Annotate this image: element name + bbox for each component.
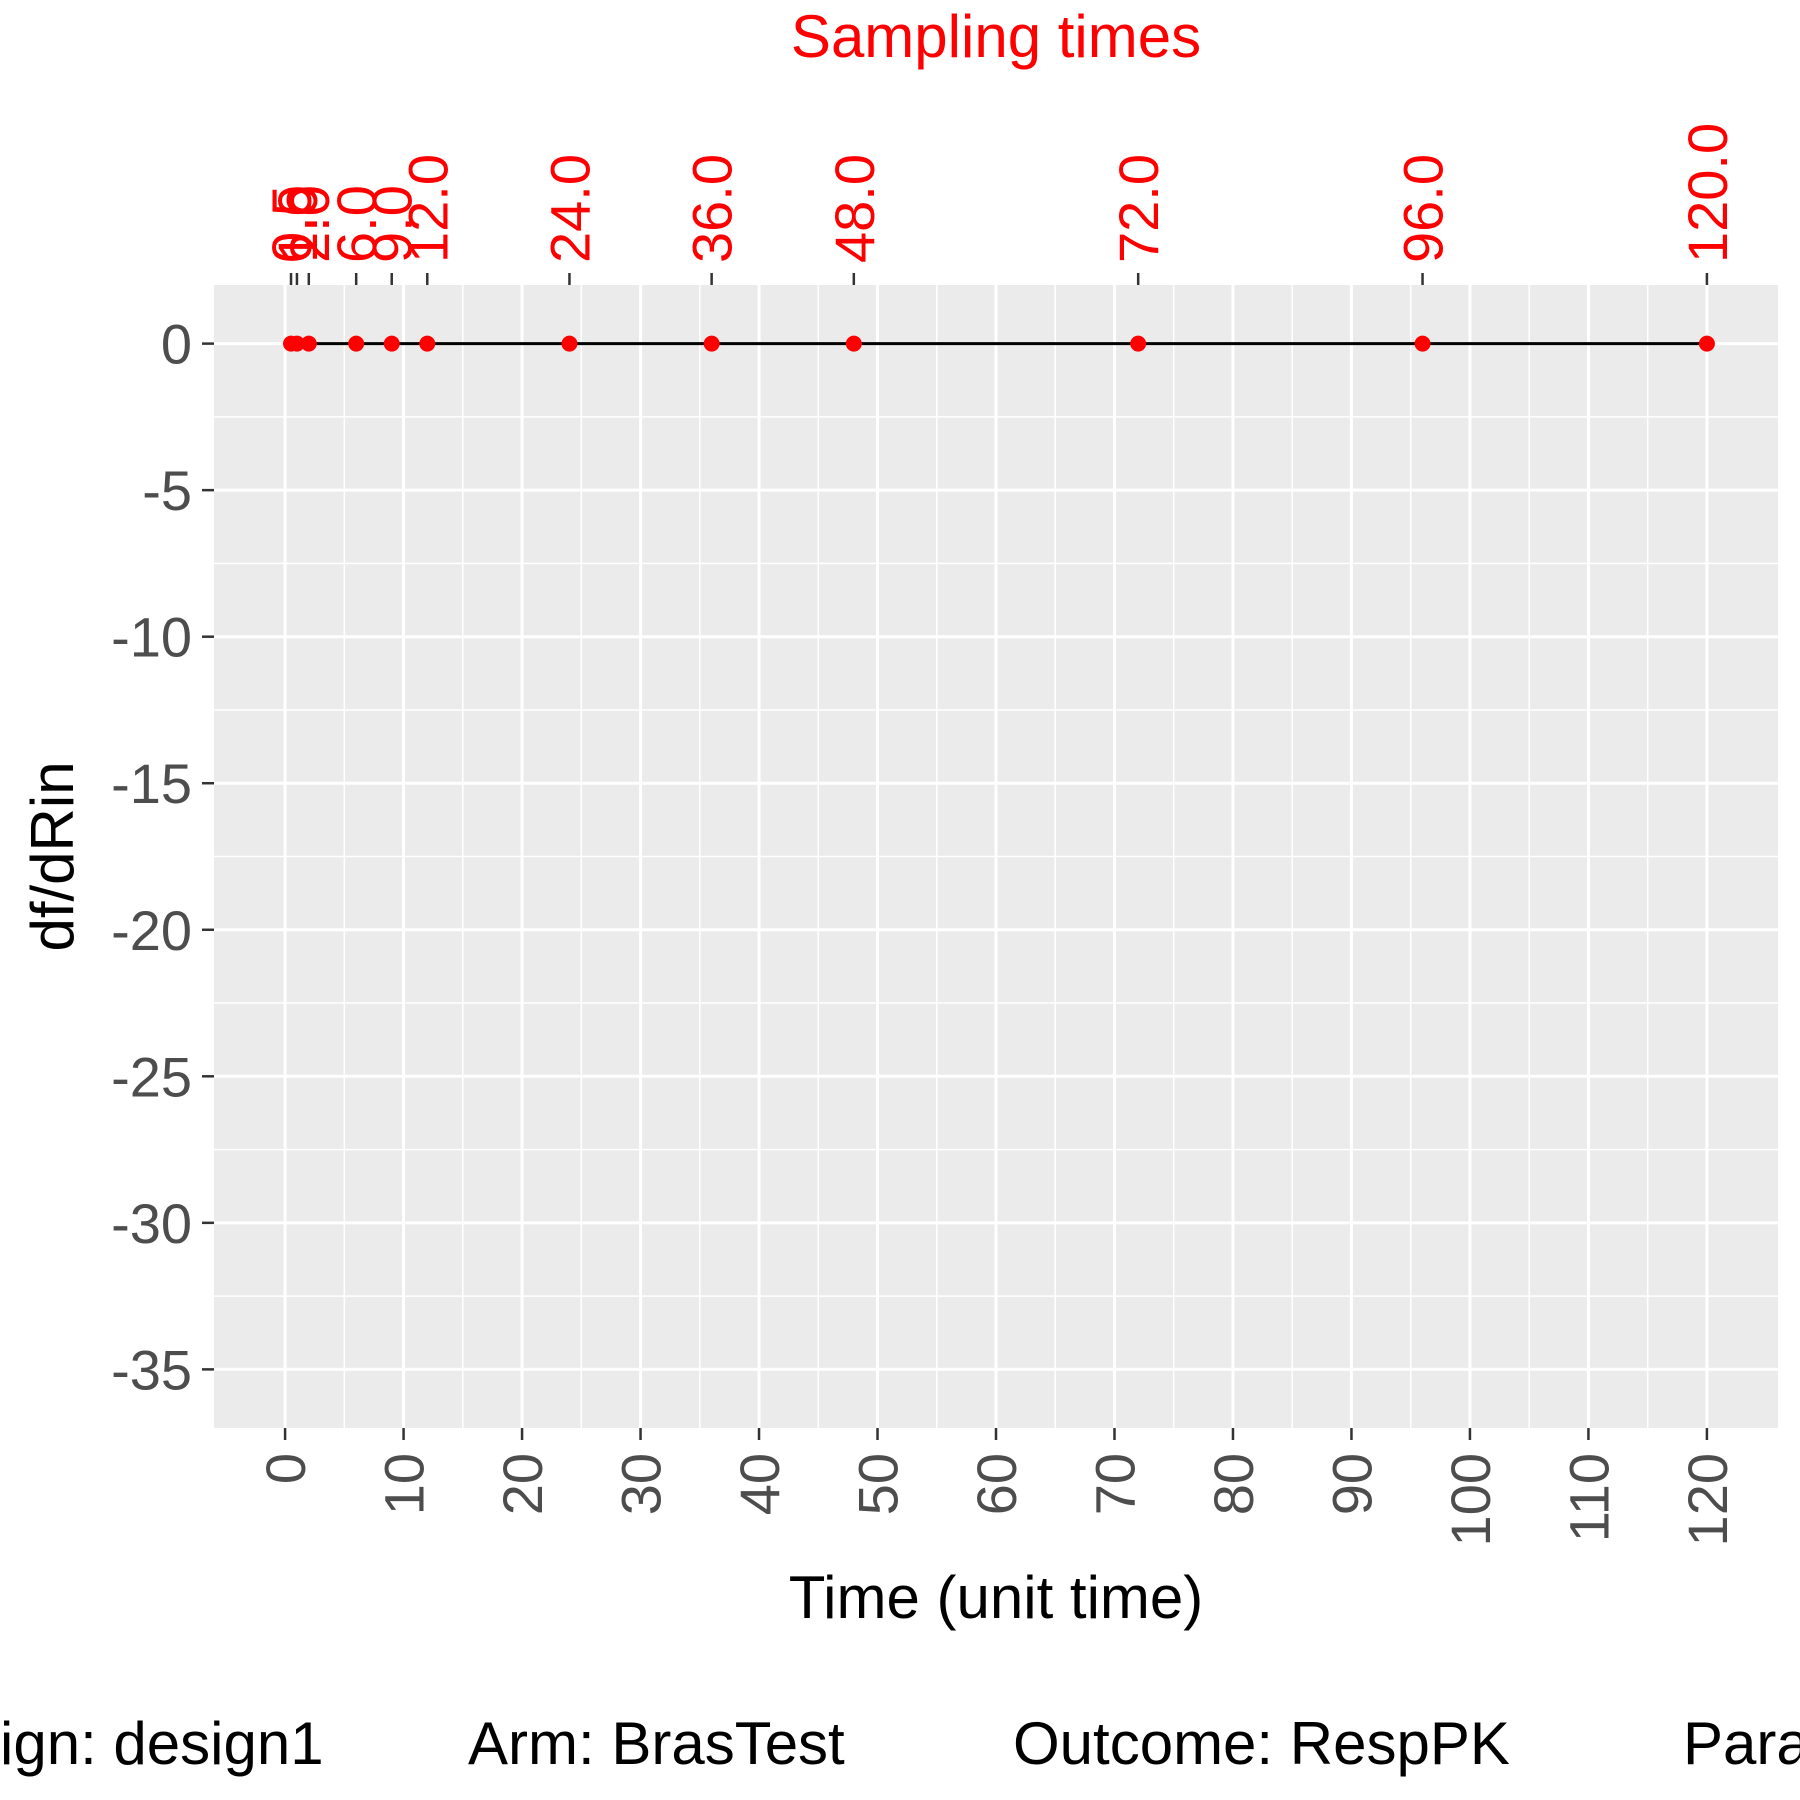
x-tick-label: 70: [1083, 1453, 1146, 1515]
sampling-point: [288, 335, 305, 352]
sampling-time-label: 48.0: [823, 154, 886, 263]
caption-item: Para: [1683, 1710, 1800, 1777]
y-tick-label: -25: [111, 1045, 192, 1108]
sampling-point: [383, 335, 400, 352]
x-tick-label: 110: [1557, 1453, 1620, 1542]
y-tick-label: 0: [161, 313, 192, 376]
x-tick-label: 90: [1320, 1453, 1383, 1515]
sampling-point: [348, 335, 365, 352]
sampling-time-label: 12.0: [396, 154, 459, 263]
sampling-points: [283, 335, 1715, 352]
sampling-point: [561, 335, 578, 352]
y-tick-label: -15: [111, 752, 192, 815]
caption-item: ign: design1: [0, 1710, 324, 1777]
sampling-time-label: 6.0: [325, 185, 388, 263]
sampling-point: [1130, 335, 1147, 352]
x-tick-labels: 0 10 20 30 40 50 60 70 80 90 100 110 120: [254, 1453, 1739, 1546]
sampling-time-label: 0.5: [260, 185, 323, 263]
caption-item: Arm: BrasTest: [468, 1710, 845, 1777]
sampling-time-label: 2.0: [278, 185, 341, 263]
top-axis: [289, 273, 1709, 285]
sampling-point: [300, 335, 317, 352]
sampling-point: [419, 335, 436, 352]
sampling-time-label: 9.0: [361, 185, 424, 263]
caption: ign: design1 Arm: BrasTest Outcome: RespPK…: [0, 1710, 1800, 1777]
y-tick-label: -35: [111, 1338, 192, 1401]
x-axis-title: Time (unit time): [789, 1564, 1204, 1631]
x-tick-label: 20: [491, 1453, 554, 1515]
x-tick-label: 10: [373, 1453, 436, 1515]
x-tick-label: 60: [965, 1453, 1028, 1515]
y-tick-label: -30: [111, 1192, 192, 1255]
y-tick-labels: 0 -5 -10 -15 -20 -25 -30 -35: [111, 313, 192, 1402]
grid: [214, 285, 1778, 1428]
x-tick-label: 0: [254, 1453, 317, 1484]
sampling-time-label: 96.0: [1392, 154, 1455, 263]
y-tick-label: -5: [142, 459, 192, 522]
sampling-point: [1698, 335, 1715, 352]
x-tick-label: 120: [1676, 1453, 1739, 1546]
axis-ticks: [202, 342, 1709, 1440]
y-axis-title: df/dRin: [19, 761, 86, 951]
y-tick-label: -10: [111, 606, 192, 669]
sampling-time-label: 120.0: [1676, 123, 1739, 263]
sampling-point: [1414, 335, 1431, 352]
sampling-time-labels: 0.51.02.06.09.012.0 24.0 36.0 48.0 72.0 96.0 1…: [260, 123, 1739, 263]
sampling-time-label: 1.0: [266, 185, 329, 263]
sampling-time-label: 24.0: [538, 154, 601, 263]
sampling-time-label: 36.0: [681, 154, 744, 263]
x-tick-label: 30: [610, 1453, 673, 1515]
x-tick-label: 40: [728, 1453, 791, 1515]
y-tick-label: -20: [111, 899, 192, 962]
x-tick-label: 80: [1202, 1453, 1265, 1515]
x-tick-label: 100: [1439, 1453, 1502, 1546]
caption-item: Outcome: RespPK: [1013, 1710, 1510, 1777]
sampling-point: [703, 335, 720, 352]
x-tick-label: 50: [847, 1453, 910, 1515]
sampling-time-label: 72.0: [1107, 154, 1170, 263]
top-axis-title: Sampling times: [791, 3, 1201, 70]
sampling-point: [845, 335, 862, 352]
